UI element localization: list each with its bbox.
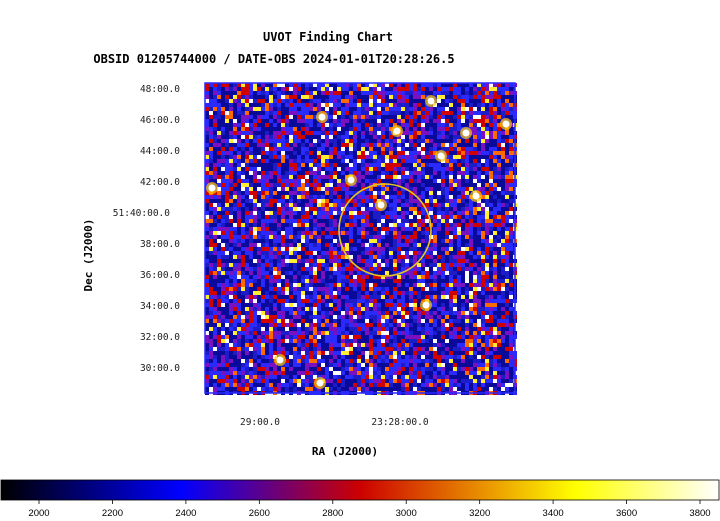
colorbar — [0, 479, 720, 501]
source-core — [377, 201, 385, 209]
y-axis-label: Dec (J2000) — [82, 219, 95, 292]
colorbar-ticks: 2000 2200 2400 2600 2800 3000 3200 3400 3600 3800 — [28, 500, 711, 519]
source-core — [316, 379, 324, 387]
colorbar-tick-label: 3400 — [543, 508, 564, 519]
source-core — [437, 152, 445, 160]
x-tick-labels: 29:00.0 23:28:00.0 — [240, 417, 429, 428]
target-circle-marker — [338, 183, 432, 277]
source-core — [393, 127, 401, 135]
source-core — [462, 129, 470, 137]
colorbar-tick-label: 3000 — [396, 508, 417, 519]
source-core — [347, 176, 355, 184]
y-tick-label: 38:00.0 — [140, 239, 180, 250]
y-tick-labels: 48:00.0 46:00.0 44:00.0 42:00.0 51:40:00.0 38… — [113, 84, 180, 374]
source-core — [208, 184, 216, 192]
source-core — [422, 301, 430, 309]
source-core — [276, 356, 284, 364]
y-tick-label: 48:00.0 — [140, 84, 180, 95]
source-core — [427, 97, 435, 105]
image-pixels — [205, 83, 517, 395]
chart-subtitle: OBSID 01205744000 / DATE-OBS 2024-01-01T… — [93, 52, 454, 66]
x-tick-label: 29:00.0 — [240, 417, 280, 428]
colorbar-tick-label: 2400 — [175, 508, 196, 519]
bright-sources — [206, 95, 512, 389]
source-core — [472, 192, 480, 200]
y-tick-label: 34:00.0 — [140, 301, 180, 312]
chart-title: UVOT Finding Chart — [263, 30, 393, 44]
colorbar-tick-label: 2200 — [102, 508, 123, 519]
x-tick-label: 23:28:00.0 — [371, 417, 428, 428]
y-tick-label: 42:00.0 — [140, 177, 180, 188]
colorbar-tick-label: 3600 — [616, 508, 637, 519]
colorbar-tick-label: 2000 — [28, 508, 49, 519]
colorbar-tick-label: 3200 — [469, 508, 490, 519]
image-border — [204, 82, 516, 394]
y-tick-label: 44:00.0 — [140, 146, 180, 157]
y-tick-label: 46:00.0 — [140, 115, 180, 126]
source-core — [318, 113, 326, 121]
y-tick-label: 30:00.0 — [140, 363, 180, 374]
colorbar-tick-label: 2800 — [322, 508, 343, 519]
x-axis-label: RA (J2000) — [312, 445, 378, 458]
y-tick-label: 36:00.0 — [140, 270, 180, 281]
y-tick-label: 32:00.0 — [140, 332, 180, 343]
colorbar-tick-label: 2600 — [249, 508, 270, 519]
source-core — [502, 120, 510, 128]
colorbar-tick-label: 3800 — [689, 508, 710, 519]
y-tick-label: 51:40:00.0 — [113, 208, 170, 219]
